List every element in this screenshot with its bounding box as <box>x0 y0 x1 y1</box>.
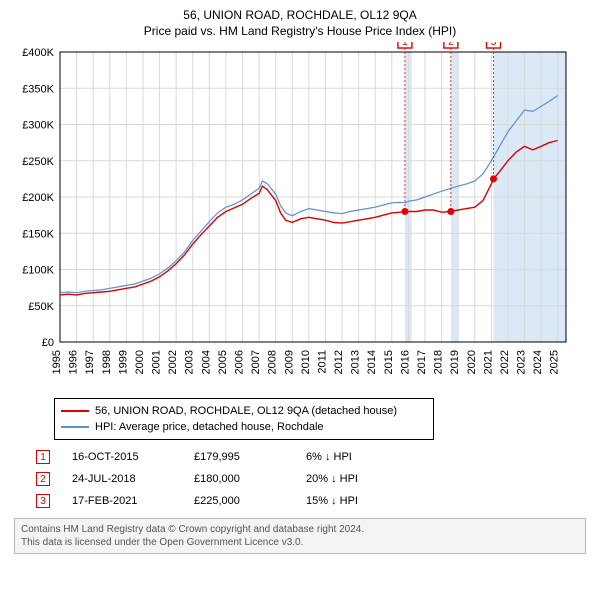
svg-text:2007: 2007 <box>250 350 262 374</box>
svg-text:2014: 2014 <box>366 350 378 374</box>
line-chart-svg: £0 £50K £100K £150K £200K £250K £300K £350K £400… <box>10 42 570 392</box>
svg-text:1: 1 <box>402 42 408 48</box>
svg-text:£0: £0 <box>42 337 54 349</box>
legend-swatch <box>61 410 89 412</box>
svg-text:£350K: £350K <box>22 83 54 95</box>
transaction-marker: 2 <box>36 472 50 486</box>
svg-text:2006: 2006 <box>233 350 245 374</box>
transaction-diff: 15% ↓ HPI <box>306 495 396 507</box>
transaction-marker: 3 <box>36 494 50 508</box>
transaction-date: 17-FEB-2021 <box>72 495 172 507</box>
legend-swatch <box>61 426 89 428</box>
transaction-row: 3 17-FEB-2021 £225,000 15% ↓ HPI <box>36 490 590 512</box>
svg-text:2025: 2025 <box>549 350 561 374</box>
svg-text:2011: 2011 <box>316 350 328 374</box>
svg-text:£250K: £250K <box>22 156 54 168</box>
title-block: 56, UNION ROAD, ROCHDALE, OL12 9QA Price… <box>10 8 590 38</box>
svg-text:2016: 2016 <box>399 350 411 374</box>
svg-text:£50K: £50K <box>28 301 54 313</box>
svg-text:2009: 2009 <box>283 350 295 374</box>
svg-text:2019: 2019 <box>449 350 461 374</box>
transaction-marker: 1 <box>36 450 50 464</box>
footer-attribution: Contains HM Land Registry data © Crown c… <box>14 518 586 554</box>
svg-text:2018: 2018 <box>433 350 445 374</box>
svg-text:£400K: £400K <box>22 47 54 59</box>
svg-text:1995: 1995 <box>51 350 63 374</box>
transaction-diff: 6% ↓ HPI <box>306 451 396 463</box>
svg-text:2012: 2012 <box>333 350 345 374</box>
svg-text:£150K: £150K <box>22 228 54 240</box>
svg-text:1999: 1999 <box>117 350 129 374</box>
footer-line2: This data is licensed under the Open Gov… <box>21 536 579 549</box>
transaction-table: 1 16-OCT-2015 £179,995 6% ↓ HPI 2 24-JUL-2018… <box>36 446 590 512</box>
svg-text:2022: 2022 <box>499 350 511 374</box>
title-sub: Price paid vs. HM Land Registry's House … <box>10 24 590 38</box>
svg-text:£200K: £200K <box>22 192 54 204</box>
transaction-diff: 20% ↓ HPI <box>306 473 396 485</box>
svg-text:2002: 2002 <box>167 350 179 374</box>
svg-text:2024: 2024 <box>532 350 544 374</box>
transaction-date: 24-JUL-2018 <box>72 473 172 485</box>
svg-text:2017: 2017 <box>416 350 428 374</box>
svg-text:2015: 2015 <box>383 350 395 374</box>
svg-text:2013: 2013 <box>350 350 362 374</box>
svg-text:2021: 2021 <box>482 350 494 374</box>
legend: 56, UNION ROAD, ROCHDALE, OL12 9QA (deta… <box>54 398 434 440</box>
transaction-price: £180,000 <box>194 473 284 485</box>
svg-text:2000: 2000 <box>134 350 146 374</box>
footer-line1: Contains HM Land Registry data © Crown c… <box>21 523 579 536</box>
svg-text:2010: 2010 <box>300 350 312 374</box>
svg-text:2008: 2008 <box>267 350 279 374</box>
svg-text:1996: 1996 <box>68 350 80 374</box>
svg-text:2005: 2005 <box>217 350 229 374</box>
svg-text:1998: 1998 <box>101 350 113 374</box>
svg-text:3: 3 <box>491 42 497 48</box>
transaction-date: 16-OCT-2015 <box>72 451 172 463</box>
svg-text:2003: 2003 <box>184 350 196 374</box>
svg-text:1997: 1997 <box>84 350 96 374</box>
svg-text:£300K: £300K <box>22 120 54 132</box>
svg-text:2: 2 <box>448 42 454 48</box>
title-main: 56, UNION ROAD, ROCHDALE, OL12 9QA <box>10 8 590 22</box>
transaction-row: 1 16-OCT-2015 £179,995 6% ↓ HPI <box>36 446 590 468</box>
svg-text:2023: 2023 <box>516 350 528 374</box>
legend-label: HPI: Average price, detached house, Roch… <box>95 421 324 433</box>
svg-text:2004: 2004 <box>200 350 212 374</box>
legend-row: HPI: Average price, detached house, Roch… <box>61 419 427 435</box>
transaction-price: £225,000 <box>194 495 284 507</box>
transaction-row: 2 24-JUL-2018 £180,000 20% ↓ HPI <box>36 468 590 490</box>
legend-row: 56, UNION ROAD, ROCHDALE, OL12 9QA (deta… <box>61 403 427 419</box>
legend-label: 56, UNION ROAD, ROCHDALE, OL12 9QA (deta… <box>95 405 397 417</box>
chart-container: 56, UNION ROAD, ROCHDALE, OL12 9QA Price… <box>0 0 600 560</box>
chart-area: £0 £50K £100K £150K £200K £250K £300K £350K £400… <box>10 42 590 392</box>
svg-text:£100K: £100K <box>22 265 54 277</box>
svg-text:2020: 2020 <box>466 350 478 374</box>
svg-text:2001: 2001 <box>151 350 163 374</box>
transaction-price: £179,995 <box>194 451 284 463</box>
